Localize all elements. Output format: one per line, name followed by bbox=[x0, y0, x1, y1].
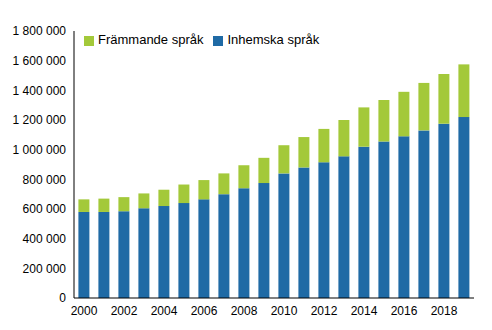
svg-text:200 000: 200 000 bbox=[23, 262, 67, 276]
svg-text:0: 0 bbox=[59, 291, 66, 305]
svg-text:600 000: 600 000 bbox=[23, 202, 67, 216]
svg-text:2008: 2008 bbox=[231, 304, 258, 318]
svg-text:1 800 000: 1 800 000 bbox=[13, 24, 67, 38]
svg-text:400 000: 400 000 bbox=[23, 232, 67, 246]
html-text:Inhemska språk: Inhemska språk bbox=[227, 32, 320, 47]
svg-text:2002: 2002 bbox=[111, 304, 138, 318]
svg-text:1 000 000: 1 000 000 bbox=[13, 143, 67, 157]
svg-text:1 600 000: 1 600 000 bbox=[13, 54, 67, 68]
svg-text:2016: 2016 bbox=[391, 304, 418, 318]
svg-text:2018: 2018 bbox=[431, 304, 458, 318]
svg-text:2012: 2012 bbox=[311, 304, 338, 318]
html-text:Främmande språk: Främmande språk bbox=[98, 32, 204, 47]
svg-text:2006: 2006 bbox=[191, 304, 218, 318]
svg-text:2004: 2004 bbox=[151, 304, 178, 318]
svg-text:2014: 2014 bbox=[351, 304, 378, 318]
svg-text:1 200 000: 1 200 000 bbox=[13, 113, 67, 127]
svg-text:1 400 000: 1 400 000 bbox=[13, 84, 67, 98]
svg-text:2010: 2010 bbox=[271, 304, 298, 318]
svg-text:2000: 2000 bbox=[71, 304, 98, 318]
svg-text:800 000: 800 000 bbox=[23, 173, 67, 187]
